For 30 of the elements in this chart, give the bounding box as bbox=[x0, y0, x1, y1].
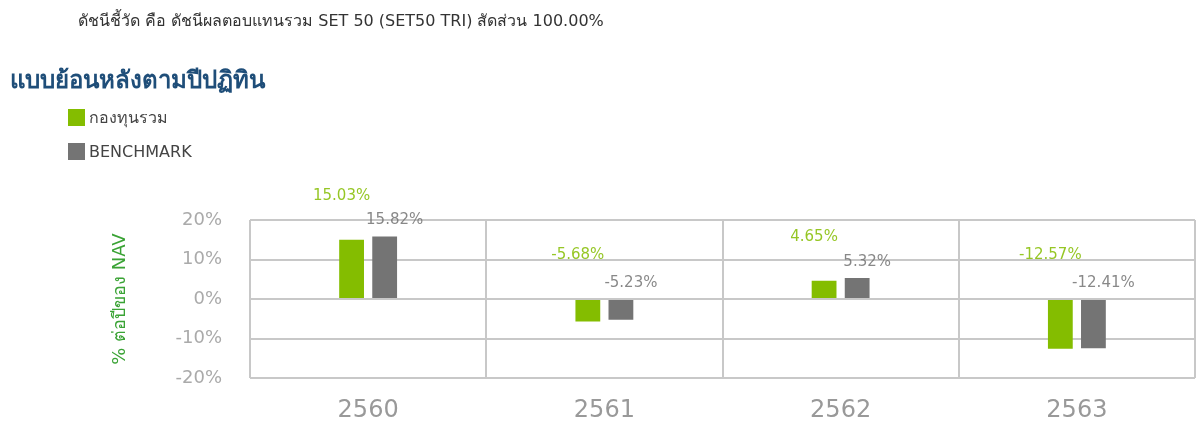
data-label: 15.03% bbox=[312, 185, 371, 204]
data-label: 15.82% bbox=[366, 210, 424, 229]
y-tick-label: 10% bbox=[181, 247, 222, 269]
data-label: -12.41% bbox=[1072, 272, 1135, 291]
data-label: 4.65% bbox=[790, 226, 838, 245]
y-tick-label: 20% bbox=[181, 207, 222, 229]
bar bbox=[811, 280, 837, 299]
x-tick-label: 2563 bbox=[1046, 394, 1108, 423]
bar bbox=[575, 300, 601, 322]
data-label: 5.32% bbox=[843, 251, 891, 270]
data-label: -12.57% bbox=[1019, 244, 1082, 263]
x-tick-label: 2562 bbox=[810, 394, 872, 423]
chart-title: แบบย้อนหลังตามปีปฏิทิน bbox=[10, 65, 265, 96]
y-tick-label: 0% bbox=[193, 286, 222, 308]
text: ดัชนีชี้วัด คือ ดัชนีผลตอบแทนรวม SET 50 (SET50 TRI) สัดส่วน 100.00% bbox=[78, 8, 604, 32]
bar bbox=[1081, 300, 1106, 349]
x-tick-label: 2560 bbox=[337, 394, 399, 423]
legend-label: BENCHMARK bbox=[89, 141, 192, 161]
bar bbox=[844, 278, 870, 299]
data-label: -5.68% bbox=[551, 244, 605, 263]
bar bbox=[608, 300, 634, 320]
y-axis-title: % ต่อปีของ NAV bbox=[108, 232, 130, 365]
x-tick-label: 2561 bbox=[573, 394, 635, 423]
bar bbox=[372, 236, 398, 299]
legend-label: กองทุนรวม bbox=[89, 106, 168, 130]
bar bbox=[1047, 300, 1073, 349]
data-label: -5.23% bbox=[604, 272, 658, 291]
y-tick-label: -10% bbox=[175, 326, 222, 348]
bar bbox=[339, 239, 364, 299]
y-tick-label: -20% bbox=[175, 365, 222, 387]
